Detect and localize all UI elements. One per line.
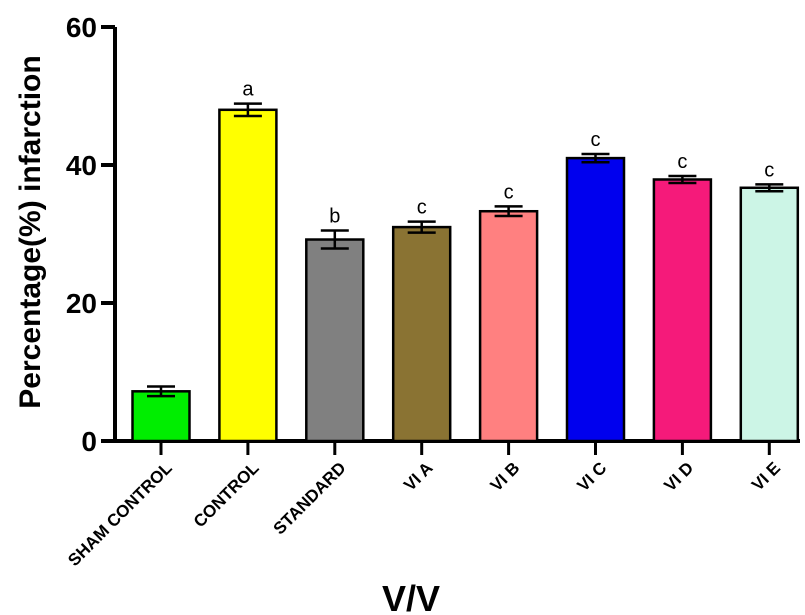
x-tick-label: VI A — [400, 458, 436, 494]
significance-label: b — [329, 206, 340, 228]
bar — [131, 390, 191, 443]
significance-label: c — [504, 181, 514, 203]
bar — [218, 108, 278, 443]
bar — [391, 225, 452, 443]
y-tick-label: 40 — [66, 150, 97, 181]
significance-label: c — [591, 129, 601, 151]
significance-label: c — [764, 159, 774, 181]
x-tick-label: VI C — [574, 458, 611, 495]
x-tick-label: STANDARD — [270, 458, 350, 538]
bar — [305, 238, 365, 443]
y-tick-label: 0 — [81, 426, 97, 457]
x-tick-label: SHAM CONTROL — [64, 458, 176, 570]
bar — [739, 186, 800, 443]
x-tick-label: CONTROL — [190, 458, 263, 531]
y-tick-label: 20 — [66, 288, 97, 319]
bars — [131, 102, 800, 443]
x-tick-label: VI B — [487, 458, 524, 495]
x-axis-title: V/V — [382, 578, 440, 615]
significance-label: c — [677, 151, 687, 173]
significance-label: c — [417, 197, 427, 219]
bar — [565, 156, 626, 443]
x-tick-label: VI D — [660, 458, 697, 495]
y-tick-label: 60 — [66, 12, 97, 43]
significance-label: a — [242, 79, 254, 101]
bar — [478, 209, 539, 443]
x-tick-label: VI E — [748, 458, 784, 494]
bar — [652, 178, 713, 443]
y-axis-title: Percentage(%) infarction — [14, 55, 47, 408]
